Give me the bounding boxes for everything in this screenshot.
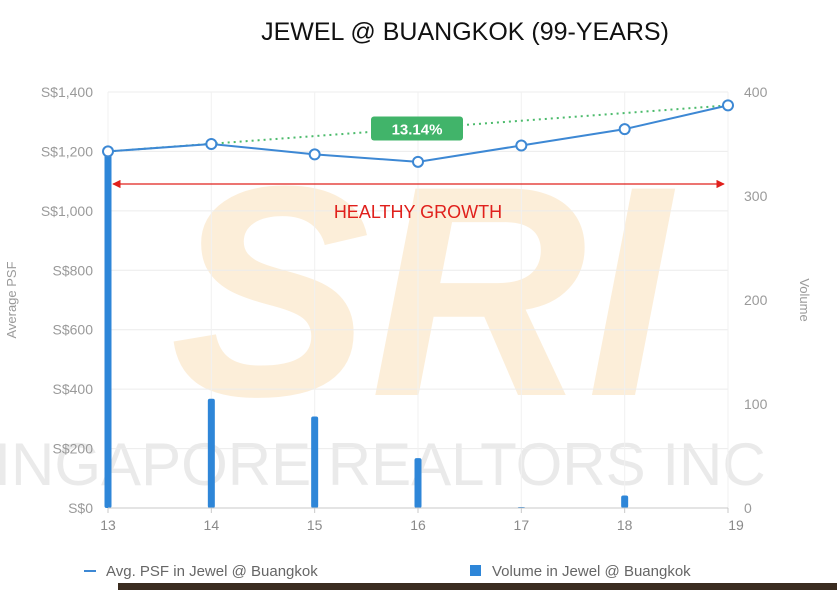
legend: Avg. PSF in Jewel @ Buangkok Volume in J… (84, 563, 691, 580)
legend-line-label: Avg. PSF in Jewel @ Buangkok (106, 563, 318, 580)
trend-badge-label: 13.14% (392, 121, 443, 138)
x-tick-label: 15 (307, 517, 323, 533)
watermark-logo: SRI (170, 123, 676, 459)
x-tick-label: 13 (100, 517, 116, 533)
watermark: SRI SINGAPORE REALTORS INC (0, 123, 766, 498)
y-tick-label: S$1,200 (41, 143, 93, 159)
volume-bar (621, 495, 629, 508)
y2-tick-label: 100 (744, 396, 768, 412)
x-tick-label: 19 (728, 517, 744, 533)
y2-tick-label: 0 (744, 500, 752, 516)
psf-point (308, 148, 321, 161)
y-tick-label: S$1,000 (41, 203, 93, 219)
x-tick-label: 16 (410, 517, 426, 533)
y2-tick-label: 300 (744, 188, 768, 204)
bottom-strip (118, 583, 837, 590)
volume-bar (414, 458, 422, 508)
legend-bar-label: Volume in Jewel @ Buangkok (492, 563, 691, 580)
x-tick-label: 18 (617, 517, 633, 533)
volume-bar (104, 154, 112, 508)
volume-bar (207, 398, 215, 508)
x-tick-label: 14 (204, 517, 220, 533)
growth-annotation: HEALTHY GROWTH (112, 179, 725, 222)
volume-bars (104, 154, 629, 508)
chart-title: JEWEL @ BUANGKOK (99-YEARS) (261, 18, 669, 46)
y2-tick-label: 200 (744, 292, 768, 308)
psf-point (618, 123, 631, 136)
x-tick-label: 17 (514, 517, 530, 533)
legend-bar-swatch (470, 565, 481, 576)
y-tick-label: S$1,400 (41, 84, 93, 100)
growth-label: HEALTHY GROWTH (334, 202, 502, 222)
volume-bar (311, 416, 319, 508)
trend-badge (371, 116, 463, 141)
psf-point (205, 138, 218, 150)
psf-point (102, 145, 114, 158)
psf-point (515, 139, 528, 152)
watermark-text: SINGAPORE REALTORS INC (0, 431, 766, 498)
y-tick-label: S$200 (53, 441, 94, 457)
axes: S$0 S$200 S$400 S$600 S$800 S$1,000 S$1,200 S$1… (41, 84, 768, 533)
y2-tick-label: 400 (744, 84, 768, 100)
psf-line (102, 99, 734, 168)
y-axis-title: Average PSF (4, 261, 19, 338)
y-tick-label: S$800 (53, 262, 94, 278)
y2-axis-title: Volume (797, 278, 812, 321)
psf-point (412, 155, 424, 168)
y-tick-label: S$600 (53, 322, 94, 338)
y-tick-label: S$400 (53, 381, 94, 397)
y-tick-label: S$0 (68, 500, 93, 516)
psf-point (722, 99, 734, 112)
